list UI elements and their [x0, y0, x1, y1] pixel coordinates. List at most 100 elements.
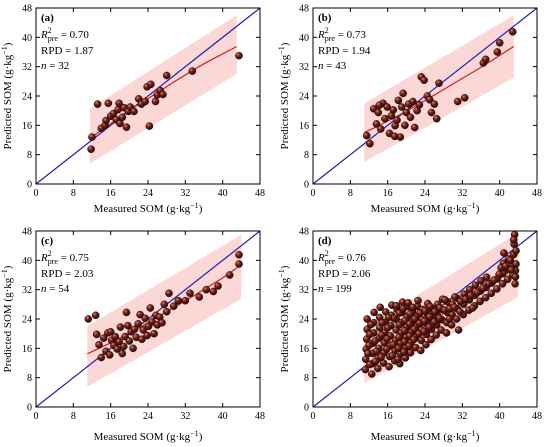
- y-tick-label: 48: [299, 4, 309, 15]
- data-point: [93, 100, 102, 108]
- data-point: [454, 326, 463, 334]
- data-point: [376, 303, 385, 312]
- data-point: [146, 304, 155, 312]
- data-point: [99, 334, 108, 342]
- data-point: [410, 123, 419, 132]
- data-point: [150, 329, 158, 338]
- data-point: [141, 97, 149, 106]
- data-point: [395, 333, 403, 342]
- data-point: [401, 121, 409, 130]
- data-point: [420, 76, 428, 84]
- data-point: [512, 246, 520, 255]
- data-point: [392, 301, 401, 310]
- data-point: [476, 297, 484, 306]
- y-tick-label: 16: [299, 121, 309, 132]
- data-point: [441, 296, 449, 304]
- y-axis-label: Predicted SOM (g·kg−1): [0, 265, 14, 372]
- data-point: [417, 336, 426, 345]
- y-axis-label: Predicted SOM (g·kg−1): [0, 42, 14, 149]
- rpd-stat: RPD = 2.06: [318, 268, 371, 280]
- data-point: [115, 99, 123, 108]
- one-to-one-line: [35, 7, 261, 185]
- data-point: [493, 48, 502, 56]
- data-point: [406, 113, 415, 122]
- data-point: [498, 279, 507, 288]
- data-point: [186, 289, 194, 298]
- y-tick-label: 0: [27, 180, 32, 191]
- data-point: [425, 323, 434, 331]
- panel-label: (d): [318, 235, 332, 247]
- data-point: [390, 132, 399, 141]
- data-point: [416, 346, 425, 355]
- data-point: [507, 266, 516, 274]
- y-tick-label: 32: [299, 285, 309, 296]
- data-point: [394, 96, 403, 105]
- data-point: [366, 330, 374, 339]
- data-point: [509, 235, 518, 244]
- n-stat: n = 43: [318, 60, 347, 72]
- r2-stat: R2 pre = 0.76: [317, 249, 366, 266]
- data-point: [116, 323, 125, 331]
- data-point: [430, 307, 439, 316]
- data-point: [493, 285, 501, 293]
- data-point: [490, 276, 498, 284]
- x-tick-label: 32: [180, 188, 190, 199]
- r2-stat: R2 pre = 0.70: [40, 26, 89, 43]
- data-point: [473, 288, 482, 297]
- y-tick-label: 0: [304, 180, 309, 191]
- data-point: [84, 315, 93, 323]
- data-point: [143, 331, 151, 340]
- data-point: [124, 321, 132, 330]
- y-axis-label: Predicted SOM (g·kg−1): [277, 42, 291, 149]
- x-tick-label: 48: [532, 411, 542, 422]
- data-point: [377, 353, 385, 361]
- data-point: [442, 329, 451, 337]
- data-point: [375, 101, 384, 109]
- y-tick-label: 0: [27, 403, 32, 414]
- data-point: [471, 281, 480, 290]
- y-tick-label: 32: [22, 285, 32, 296]
- data-point: [159, 90, 167, 99]
- data-point: [399, 304, 407, 313]
- y-tick-label: 40: [22, 256, 32, 267]
- x-tick-label: 0: [34, 188, 39, 199]
- x-tick-label: 0: [311, 411, 316, 422]
- y-axis-label: Predicted SOM (g·kg−1): [277, 265, 291, 372]
- data-point: [389, 106, 398, 114]
- x-tick-label: 40: [495, 188, 505, 199]
- data-point: [377, 331, 386, 339]
- data-point: [460, 94, 469, 102]
- data-point: [87, 145, 95, 153]
- data-point: [361, 365, 370, 374]
- data-point: [235, 260, 243, 268]
- data-point: [122, 123, 131, 131]
- data-point: [435, 79, 443, 87]
- data-point: [363, 315, 371, 323]
- panel-label: (b): [318, 12, 332, 24]
- x-tick-label: 8: [71, 411, 76, 422]
- data-point: [468, 304, 477, 312]
- data-point: [118, 349, 127, 358]
- x-tick-label: 24: [420, 188, 430, 199]
- data-point: [105, 351, 114, 359]
- data-point: [134, 319, 142, 328]
- x-tick-label: 16: [106, 411, 116, 422]
- data-point: [125, 337, 134, 345]
- y-tick-label: 48: [22, 227, 32, 238]
- data-point: [374, 108, 383, 117]
- data-point: [495, 39, 504, 47]
- y-tick-label: 8: [27, 373, 32, 384]
- data-point: [456, 307, 464, 316]
- x-tick-label: 32: [180, 411, 190, 422]
- data-point: [374, 364, 382, 373]
- data-point: [402, 108, 411, 117]
- r2-stat: R2 pre = 0.73: [317, 26, 366, 43]
- data-point: [394, 344, 403, 353]
- y-tick-label: 16: [22, 121, 32, 132]
- data-point: [484, 279, 493, 288]
- data-point: [364, 349, 372, 358]
- data-point: [477, 277, 485, 285]
- data-point: [104, 99, 113, 108]
- n-stat: n = 199: [318, 283, 352, 295]
- data-point: [453, 97, 462, 106]
